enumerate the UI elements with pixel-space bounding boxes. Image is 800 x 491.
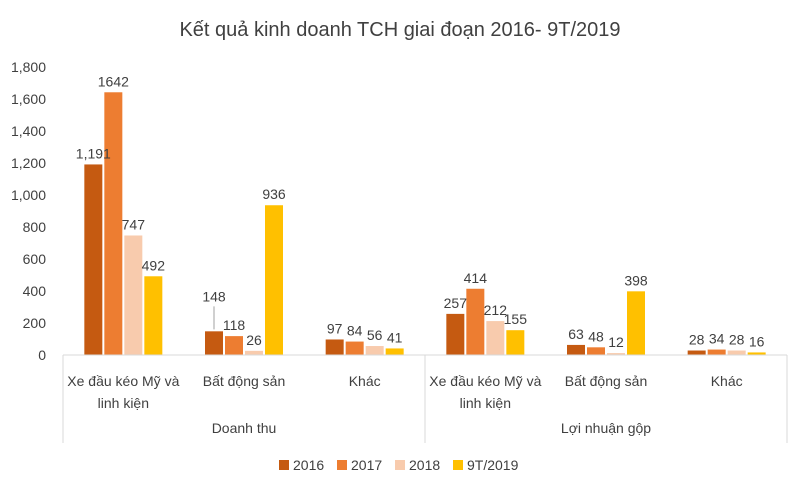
bar-2016-3 bbox=[446, 313, 465, 355]
x-category-label: Bất động sản bbox=[565, 373, 648, 389]
y-tick-label: 1,000 bbox=[11, 187, 46, 203]
legend-label: 2018 bbox=[409, 457, 440, 473]
bar-2017-2 bbox=[345, 341, 364, 355]
y-tick-label: 600 bbox=[23, 251, 47, 267]
bar-2018-5 bbox=[727, 350, 746, 355]
data-label: 257 bbox=[444, 295, 468, 311]
bar-9T2019-0 bbox=[144, 276, 163, 355]
x-category-label: linh kiện bbox=[98, 395, 149, 411]
y-axis: 0 200 400 600 800 1,000 1,200 1,400 1,600 1,800 bbox=[11, 59, 46, 363]
bar-2016-5 bbox=[687, 350, 706, 355]
x-category-label: Khác bbox=[349, 373, 381, 389]
chart-title: Kết quả kinh doanh TCH giai đoạn 2016- 9… bbox=[179, 19, 620, 41]
bar-2018-2 bbox=[365, 346, 384, 355]
bar-2017-5 bbox=[707, 349, 726, 355]
bar-2018-3 bbox=[486, 321, 505, 355]
x-category-label: Xe đầu kéo Mỹ và bbox=[67, 373, 179, 389]
bar-2018-0 bbox=[124, 235, 143, 355]
data-label: 41 bbox=[387, 329, 403, 345]
x-axis: Xe đầu kéo Mỹ và linh kiện Bất động sản Khá… bbox=[62, 354, 788, 443]
y-tick-label: 1,600 bbox=[11, 91, 46, 107]
bar-2018-1 bbox=[245, 350, 263, 355]
bar-2017-3 bbox=[466, 288, 485, 355]
x-category-label: Xe đầu kéo Mỹ và bbox=[429, 373, 541, 389]
legend-swatch bbox=[279, 460, 289, 470]
y-tick-label: 1,800 bbox=[11, 59, 46, 75]
data-label: 1,191 bbox=[76, 145, 111, 161]
bar-9T2019-3 bbox=[506, 330, 525, 355]
legend-label: 2017 bbox=[351, 457, 382, 473]
bars bbox=[84, 92, 766, 355]
y-tick-label: 200 bbox=[23, 315, 47, 331]
data-label: 48 bbox=[588, 328, 604, 344]
data-label: 97 bbox=[327, 320, 343, 336]
data-label: 414 bbox=[464, 270, 488, 286]
data-label: 63 bbox=[568, 326, 584, 342]
data-label: 12 bbox=[608, 334, 624, 350]
legend-swatch bbox=[453, 460, 463, 470]
data-label: 26 bbox=[246, 332, 262, 348]
bar-2017-4 bbox=[587, 347, 605, 355]
y-tick-label: 1,400 bbox=[11, 123, 46, 139]
legend-swatch bbox=[395, 460, 405, 470]
data-label: 747 bbox=[122, 216, 146, 232]
x-category-label: Bất động sản bbox=[203, 373, 286, 389]
data-label: 155 bbox=[504, 311, 528, 327]
x-category-label: Khác bbox=[711, 373, 743, 389]
bar-9T2019-2 bbox=[385, 348, 404, 355]
x-category-label: linh kiện bbox=[460, 395, 511, 411]
data-label: 16 bbox=[749, 333, 765, 349]
legend-label: 9T/2019 bbox=[467, 457, 519, 473]
data-label: 28 bbox=[689, 332, 705, 348]
legend-swatch bbox=[337, 460, 347, 470]
data-label: 398 bbox=[624, 272, 648, 288]
data-label: 34 bbox=[709, 331, 725, 347]
bar-2016-1 bbox=[205, 331, 223, 355]
y-tick-label: 0 bbox=[38, 347, 46, 363]
legend: 2016 2017 2018 9T/2019 bbox=[279, 457, 519, 473]
data-label: 56 bbox=[367, 327, 383, 343]
bar-2018-4 bbox=[607, 353, 625, 355]
data-label: 492 bbox=[142, 257, 166, 273]
legend-label: 2016 bbox=[293, 457, 324, 473]
y-tick-label: 1,200 bbox=[11, 155, 46, 171]
bar-9T2019-5 bbox=[747, 352, 766, 355]
bar-2016-0 bbox=[84, 164, 103, 355]
data-label: 84 bbox=[347, 323, 363, 339]
y-tick-label: 400 bbox=[23, 283, 47, 299]
bar-2017-1 bbox=[225, 336, 243, 355]
bar-2016-2 bbox=[325, 339, 344, 355]
data-label: 1642 bbox=[98, 73, 129, 89]
data-label: 148 bbox=[202, 288, 226, 304]
bar-9T2019-1 bbox=[265, 205, 283, 355]
x-group-label: Lợi nhuận gộp bbox=[561, 420, 651, 436]
data-label: 28 bbox=[729, 332, 745, 348]
data-label: 212 bbox=[484, 302, 508, 318]
data-label: 118 bbox=[223, 317, 246, 333]
y-tick-label: 800 bbox=[23, 219, 47, 235]
x-group-label: Doanh thu bbox=[212, 420, 277, 436]
bar-9T2019-4 bbox=[627, 291, 645, 355]
bar-2017-0 bbox=[104, 92, 123, 355]
data-label: 936 bbox=[262, 186, 286, 202]
bar-2016-4 bbox=[567, 344, 585, 355]
